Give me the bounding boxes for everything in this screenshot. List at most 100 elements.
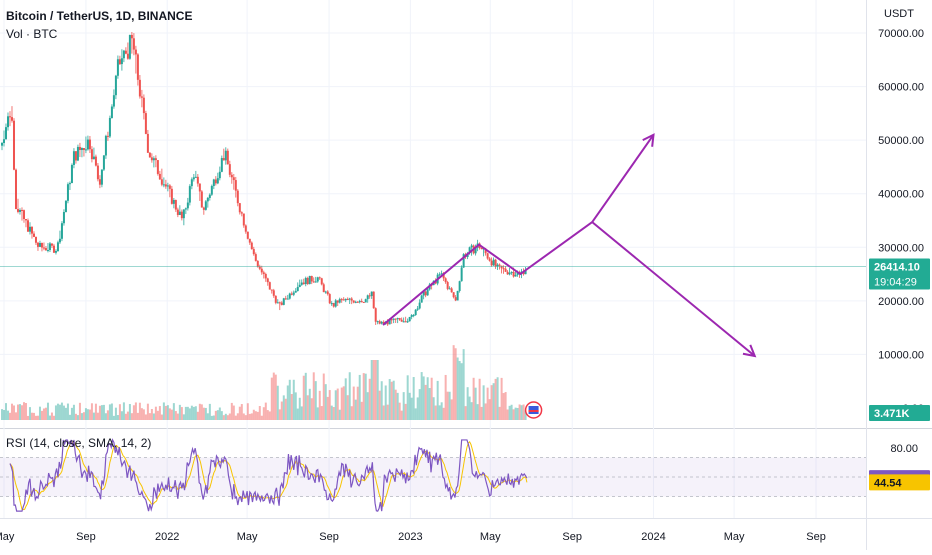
- candle-body: [318, 277, 321, 279]
- volume-bar: [54, 405, 57, 420]
- candle-body: [170, 188, 173, 204]
- volume-bar: [338, 409, 341, 420]
- candle-body: [414, 309, 417, 316]
- projection-path[interactable]: [382, 221, 593, 326]
- candle-body: [106, 135, 109, 137]
- volume-bar: [108, 404, 111, 420]
- volume-bar: [12, 405, 15, 420]
- candle-body: [474, 247, 477, 254]
- candle-body: [370, 291, 373, 297]
- candle-body: [338, 299, 341, 303]
- candle-layer: [0, 32, 527, 326]
- candle-body: [442, 273, 445, 279]
- candle-body: [92, 156, 95, 160]
- candle-body: [438, 274, 441, 276]
- candle-body: [86, 139, 89, 150]
- volume-bar: [478, 378, 481, 420]
- volume-bar: [452, 345, 455, 420]
- rsi-title: RSI (14, close, SMA, 14, 2): [6, 436, 152, 450]
- candle-body: [198, 183, 201, 192]
- candle-body: [328, 294, 331, 304]
- volume-bar: [14, 412, 17, 420]
- volume-bar: [30, 412, 33, 420]
- axis-layer: 0.0010000.0020000.0030000.0040000.005000…: [0, 28, 924, 543]
- candle-body: [40, 242, 43, 248]
- candle-body: [250, 242, 253, 250]
- candle-body: [262, 272, 265, 275]
- volume-bar: [406, 375, 409, 420]
- candle-body: [374, 308, 377, 322]
- candle-body: [126, 53, 129, 59]
- volume-bar: [326, 396, 329, 420]
- candle-body: [470, 245, 473, 248]
- volume-bar: [422, 376, 425, 420]
- candle-body: [394, 318, 397, 320]
- candle-body: [298, 284, 301, 287]
- candle-body: [326, 291, 329, 295]
- volume-bar: [138, 402, 141, 420]
- volume-badge: 3.471K: [869, 405, 930, 421]
- volume-bar: [424, 384, 427, 420]
- candle-body: [238, 203, 241, 213]
- candle-body: [386, 321, 389, 325]
- candle-body: [140, 96, 143, 98]
- candle-body: [502, 268, 505, 270]
- rsi-line: [9, 438, 528, 512]
- candle-body: [406, 321, 409, 323]
- candle-body: [342, 299, 345, 301]
- volume-bar: [78, 402, 81, 420]
- candle-body: [248, 238, 251, 243]
- volume-bar: [364, 373, 367, 420]
- candle-body: [46, 250, 49, 252]
- volume-legend: Vol · BTC: [6, 27, 58, 41]
- candle-body: [136, 54, 139, 80]
- volume-bar: [260, 415, 263, 420]
- candle-body: [96, 165, 99, 180]
- candle-body: [108, 117, 111, 137]
- candle-body: [402, 321, 405, 323]
- candle-body: [34, 236, 37, 243]
- candle-body: [450, 288, 453, 293]
- volume-bar: [484, 403, 487, 420]
- y-tick-label: 60000.00: [878, 82, 924, 94]
- candle-body: [496, 264, 499, 267]
- candle-body: [290, 293, 293, 295]
- candle-body: [202, 207, 205, 210]
- volume-bar: [412, 377, 415, 420]
- volume-bar: [356, 386, 359, 420]
- candle-body: [130, 34, 133, 39]
- volume-bar: [88, 409, 91, 420]
- candle-body: [398, 318, 401, 320]
- volume-bar: [182, 414, 185, 420]
- volume-bar: [514, 407, 517, 420]
- volume-bar: [52, 415, 55, 420]
- volume-bar: [504, 392, 507, 420]
- candle-body: [284, 298, 287, 300]
- x-tick-label: Sep: [319, 531, 339, 543]
- volume-bar: [242, 413, 245, 420]
- volume-bar: [130, 413, 133, 420]
- volume-bar: [86, 409, 89, 420]
- x-tick-label: Sep: [562, 531, 582, 543]
- volume-bar: [270, 377, 273, 420]
- bear-arrow-line[interactable]: [591, 221, 756, 357]
- candle-body: [388, 319, 391, 325]
- candle-body: [166, 185, 169, 187]
- candle-body: [88, 139, 91, 150]
- x-tick-label: May: [0, 531, 15, 543]
- candle-body: [512, 271, 515, 277]
- volume-bar: [204, 407, 207, 420]
- bear-arrow-arrowhead: [742, 344, 757, 358]
- candle-body: [276, 302, 279, 304]
- volume-bar: [254, 411, 257, 420]
- candle-body: [292, 292, 295, 295]
- candle-body: [280, 302, 283, 305]
- chart-title: Bitcoin / TetherUS, 1D, BINANCE: [6, 9, 193, 23]
- candle-body: [364, 299, 367, 303]
- bull-arrow-line[interactable]: [591, 134, 655, 223]
- candle-body: [282, 298, 285, 305]
- candle-body: [72, 151, 75, 165]
- candle-body: [82, 148, 85, 150]
